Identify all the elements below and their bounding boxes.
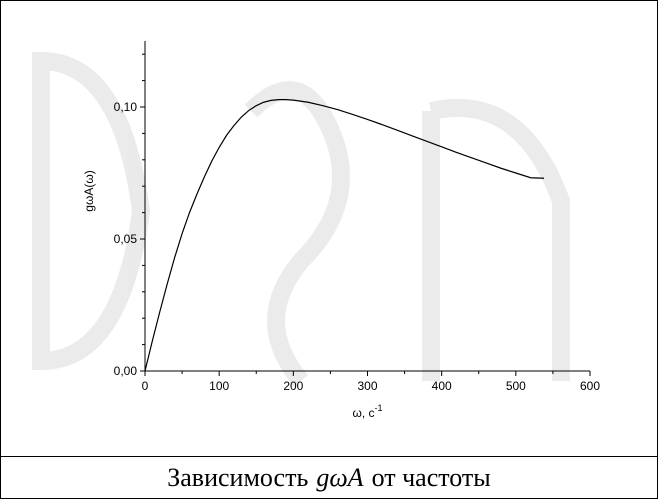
- x-tick-label: 400: [432, 379, 452, 393]
- x-tick-label: 600: [580, 379, 600, 393]
- x-axis-label-sup: -1: [375, 403, 383, 413]
- watermark: [32, 51, 570, 387]
- caption-suffix: от частоты: [371, 463, 491, 492]
- caption-symbol: gωA: [316, 463, 364, 492]
- y-tick-label: 0,00: [114, 364, 138, 378]
- figure-caption: Зависимость gωA от частоты: [1, 456, 657, 499]
- x-tick-label: 0: [142, 379, 149, 393]
- x-axis-label-text: ω, c: [352, 406, 374, 420]
- x-tick-label: 500: [506, 379, 526, 393]
- x-tick-label: 200: [283, 379, 303, 393]
- chart: 0 100 200 300 400 500 600 0,00 0,05 0,10 ω, c-1 gωA…: [32, 41, 600, 420]
- caption-prefix: Зависимость: [167, 463, 309, 492]
- y-tick-label: 0,10: [114, 100, 138, 114]
- x-tick-label: 300: [357, 379, 377, 393]
- series-line: [144, 99, 545, 372]
- x-axis-label: ω, c-1: [352, 403, 382, 420]
- plot-area: 0 100 200 300 400 500 600 0,00 0,05 0,10 ω, c-1 gωA…: [82, 41, 600, 420]
- y-tick-label: 0,05: [114, 232, 138, 246]
- x-tick-label: 100: [209, 379, 229, 393]
- y-axis-label: gωA(ω): [82, 170, 96, 211]
